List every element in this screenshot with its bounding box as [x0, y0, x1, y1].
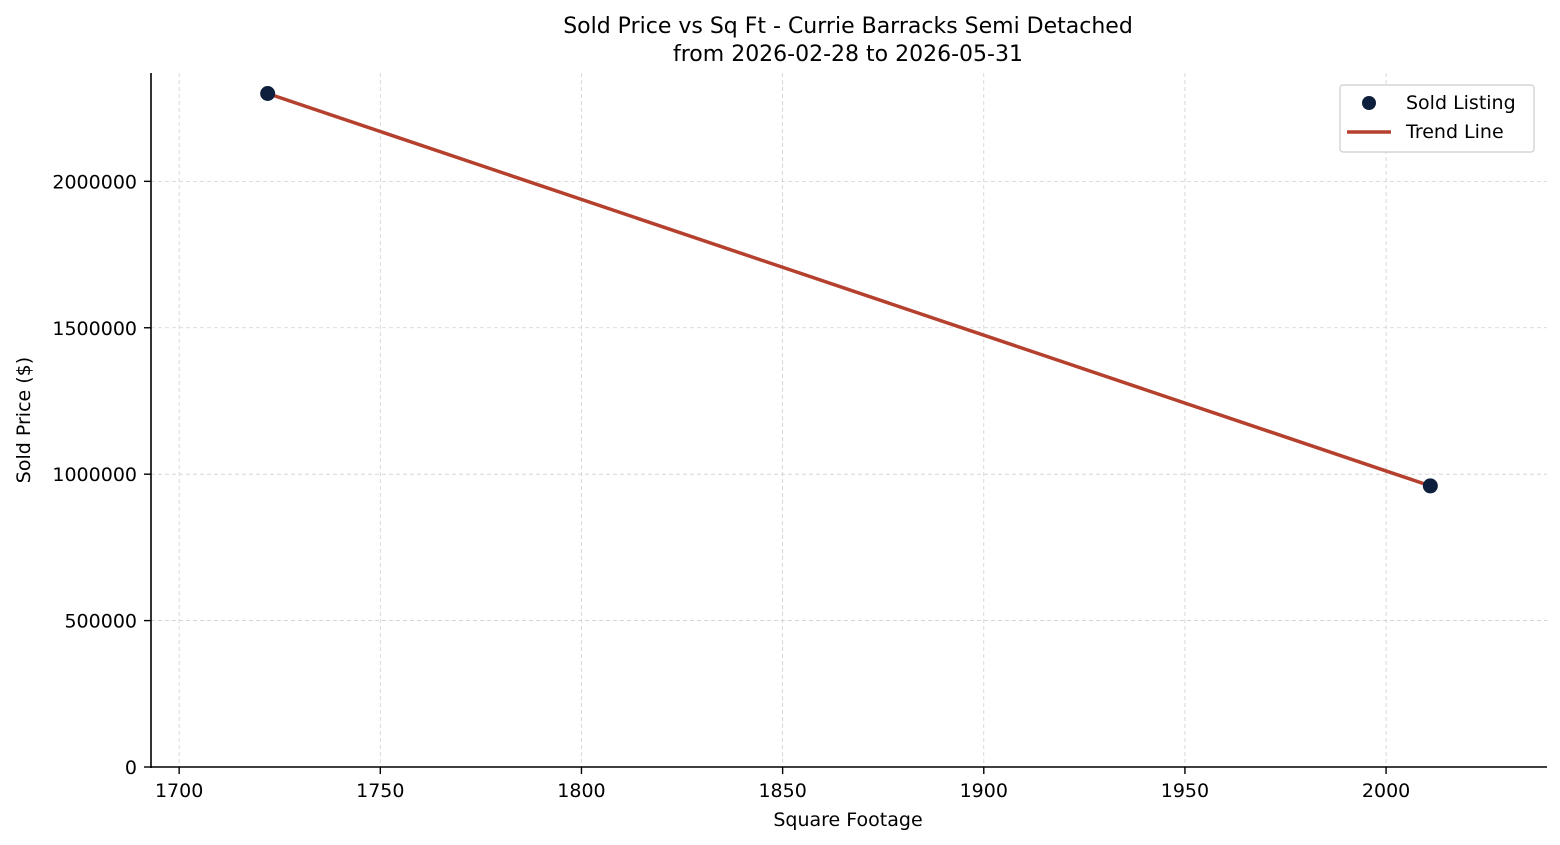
x-tick-label: 1800	[557, 780, 605, 802]
y-tick-label: 500000	[64, 611, 137, 633]
y-tick-label: 1000000	[52, 464, 137, 486]
x-axis-label: Square Footage	[773, 809, 922, 831]
sold-listing-point	[1422, 478, 1438, 494]
x-tick-label: 1750	[356, 780, 404, 802]
x-tick-label: 2000	[1362, 780, 1410, 802]
y-tick-label: 1500000	[52, 318, 137, 340]
grid	[151, 73, 1547, 768]
plot-area	[260, 85, 1438, 494]
chart-title: Sold Price vs Sq Ft - Currie Barracks Se…	[563, 14, 1133, 39]
y-tick-label: 2000000	[52, 171, 137, 193]
legend-box	[1339, 84, 1535, 153]
x-tick-label: 1950	[1161, 780, 1209, 802]
x-tick-label: 1850	[758, 780, 806, 802]
legend-marker-sold-listing	[1362, 96, 1376, 110]
trend-line	[267, 91, 1431, 488]
y-axis-label: Sold Price ($)	[13, 357, 35, 483]
x-tick-label: 1700	[155, 780, 203, 802]
y-tick-label: 0	[125, 757, 137, 779]
chart-subtitle: from 2026-02-28 to 2026-05-31	[673, 42, 1023, 67]
sold-listing-point	[260, 85, 276, 101]
legend: Sold Listing Trend Line	[1339, 84, 1535, 153]
legend-label-trend-line: Trend Line	[1405, 121, 1504, 143]
axis-ticks: 1700 1750 1800 1850 1900 1950 2000 0 500000 10000…	[52, 171, 1410, 802]
legend-label-sold-listing: Sold Listing	[1406, 92, 1516, 114]
x-tick-label: 1900	[960, 780, 1008, 802]
